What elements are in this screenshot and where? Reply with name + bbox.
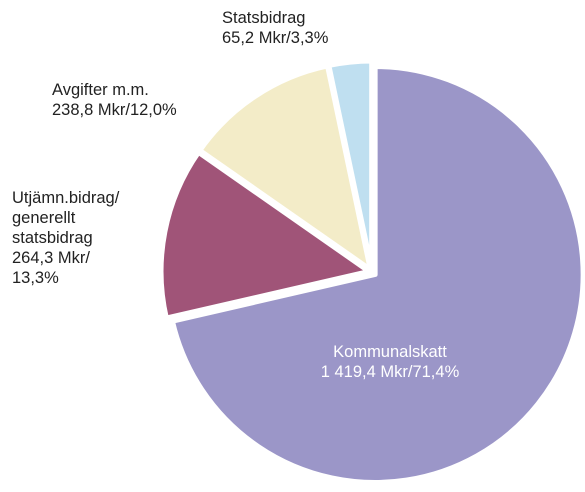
slice-name: Utjämn.bidrag/ generellt statsbidrag [12, 189, 120, 247]
slice-label: Kommunalskatt 1 419,4 Mkr/71,4% [290, 342, 490, 382]
pie-slice [158, 149, 372, 321]
slice-value: 65,2 Mkr/3,3% [222, 29, 329, 47]
pie-slice [197, 63, 373, 272]
slice-label: Avgifter m.m. 238,8 Mkr/12,0% [52, 80, 252, 120]
pie-slice [326, 58, 375, 272]
slice-value: 238,8 Mkr/12,0% [52, 101, 177, 119]
slice-name: Kommunalskatt [333, 343, 447, 361]
pie-slice [169, 63, 585, 485]
slice-label: Statsbidrag 65,2 Mkr/3,3% [222, 8, 422, 48]
slice-value: 264,3 Mkr/ 13,3% [12, 249, 90, 287]
slice-value: 1 419,4 Mkr/71,4% [320, 363, 460, 381]
slice-name: Statsbidrag [222, 9, 306, 27]
slice-label: Utjämn.bidrag/ generellt statsbidrag 264,… [12, 188, 130, 288]
slice-name: Avgifter m.m. [52, 81, 149, 99]
